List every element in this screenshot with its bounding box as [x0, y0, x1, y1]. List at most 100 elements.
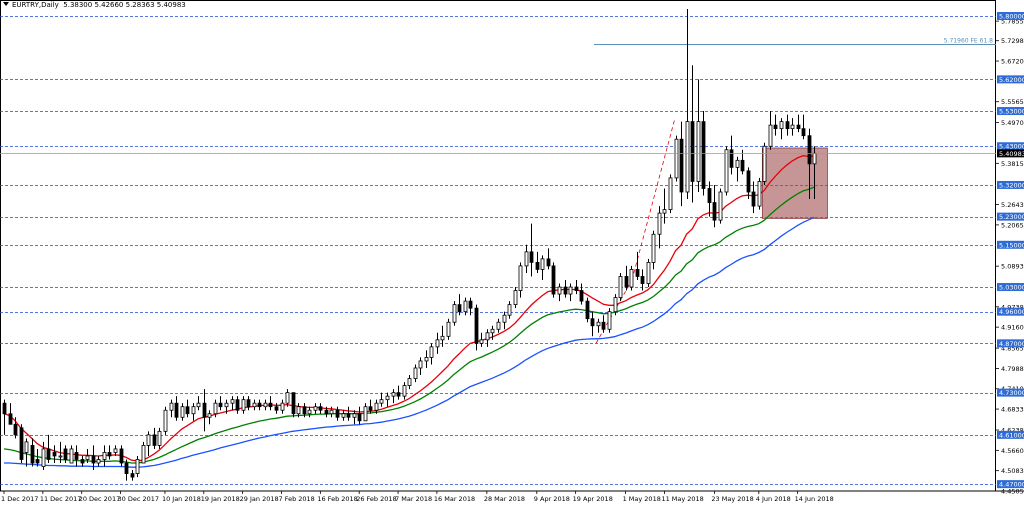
candle-body: [768, 124, 773, 147]
candle: [96, 455, 101, 467]
candle: [579, 283, 584, 305]
candle-body: [712, 202, 717, 221]
candle: [152, 427, 157, 449]
candle: [63, 445, 68, 464]
candle: [407, 375, 412, 390]
candle-body: [590, 318, 595, 327]
candle: [241, 396, 246, 414]
candle: [13, 417, 18, 439]
y-tick-label: 4.68330: [1001, 406, 1024, 414]
candle: [668, 174, 673, 214]
candle: [624, 265, 629, 291]
candle-body: [624, 276, 629, 288]
candle-body: [313, 406, 318, 411]
candle-body: [152, 434, 157, 446]
candle-body: [85, 455, 90, 460]
level-badge-label: 5.43000: [999, 143, 1024, 151]
candle-body: [679, 138, 684, 193]
level-badge-label: 4.61000: [999, 431, 1024, 439]
level-badge-label: 4.47000: [999, 481, 1024, 489]
candle-body: [563, 286, 568, 295]
candle-body: [74, 452, 79, 460]
candle-body: [80, 459, 85, 464]
candle: [246, 396, 251, 411]
candle: [285, 389, 290, 407]
candle: [740, 149, 745, 175]
candle-body: [91, 455, 96, 464]
level-badge: [997, 307, 1024, 316]
candle: [307, 406, 312, 418]
candle: [463, 297, 468, 316]
level-badge: [997, 339, 1024, 348]
candle-body: [202, 402, 207, 418]
candle: [174, 396, 179, 421]
candle: [30, 438, 35, 467]
candle: [218, 396, 223, 411]
candle-body: [629, 269, 634, 288]
candle-body: [113, 448, 118, 453]
candle: [363, 403, 368, 422]
candle: [729, 135, 734, 175]
current-price-badge: [997, 149, 1024, 158]
candle: [585, 297, 590, 323]
candle: [801, 114, 806, 140]
candle: [746, 167, 751, 200]
candle-body: [796, 124, 801, 130]
candle: [157, 427, 162, 449]
candle-body: [490, 328, 495, 334]
candle: [452, 301, 457, 326]
level-badge-label: 5.23000: [999, 213, 1024, 221]
candle-body: [757, 181, 762, 207]
candle-body: [241, 399, 246, 411]
candle: [807, 128, 812, 200]
candle-body: [396, 392, 401, 397]
x-tick-label: 29 Jan 2018: [240, 495, 279, 503]
candle-body: [263, 402, 268, 408]
candle: [213, 399, 218, 418]
candle: [696, 79, 701, 193]
candle-body: [418, 360, 423, 369]
candle-body: [457, 304, 462, 313]
candle-body: [124, 462, 129, 474]
candle: [762, 142, 767, 185]
candle-body: [391, 392, 396, 397]
candle-body: [157, 430, 162, 446]
candle: [396, 385, 401, 400]
candle-body: [335, 409, 340, 418]
candle-body: [252, 402, 257, 408]
candle: [640, 269, 645, 291]
dropdown-triangle-icon[interactable]: [3, 2, 9, 6]
candle-body: [291, 392, 296, 415]
candle: [291, 392, 296, 418]
candle: [524, 244, 529, 273]
candle-body: [551, 265, 556, 295]
candle-body: [130, 473, 135, 478]
candle-body: [374, 402, 379, 411]
level-badge: [997, 142, 1024, 151]
candle-body: [785, 121, 790, 130]
level-badge: [997, 180, 1024, 189]
x-tick-label: 30 Dec 2017: [118, 495, 160, 503]
candle-body: [429, 346, 434, 358]
candle: [551, 262, 556, 298]
candle-body: [52, 452, 57, 457]
candle: [69, 445, 74, 464]
level-badge-label: 5.53000: [999, 108, 1024, 116]
candle: [268, 396, 273, 411]
candle: [46, 434, 51, 464]
candle: [557, 283, 562, 302]
y-tick-label: 4.97380: [1001, 303, 1024, 311]
candle: [651, 230, 656, 270]
x-tick-label: 19 Jan 2018: [201, 495, 240, 503]
candle: [329, 406, 334, 418]
candle-body: [218, 402, 223, 408]
candle: [207, 410, 212, 425]
candle-body: [729, 149, 734, 168]
candle: [429, 343, 434, 365]
candle-body: [540, 258, 545, 270]
x-tick-label: 7 Mar 2018: [395, 495, 432, 503]
candle: [724, 146, 729, 196]
